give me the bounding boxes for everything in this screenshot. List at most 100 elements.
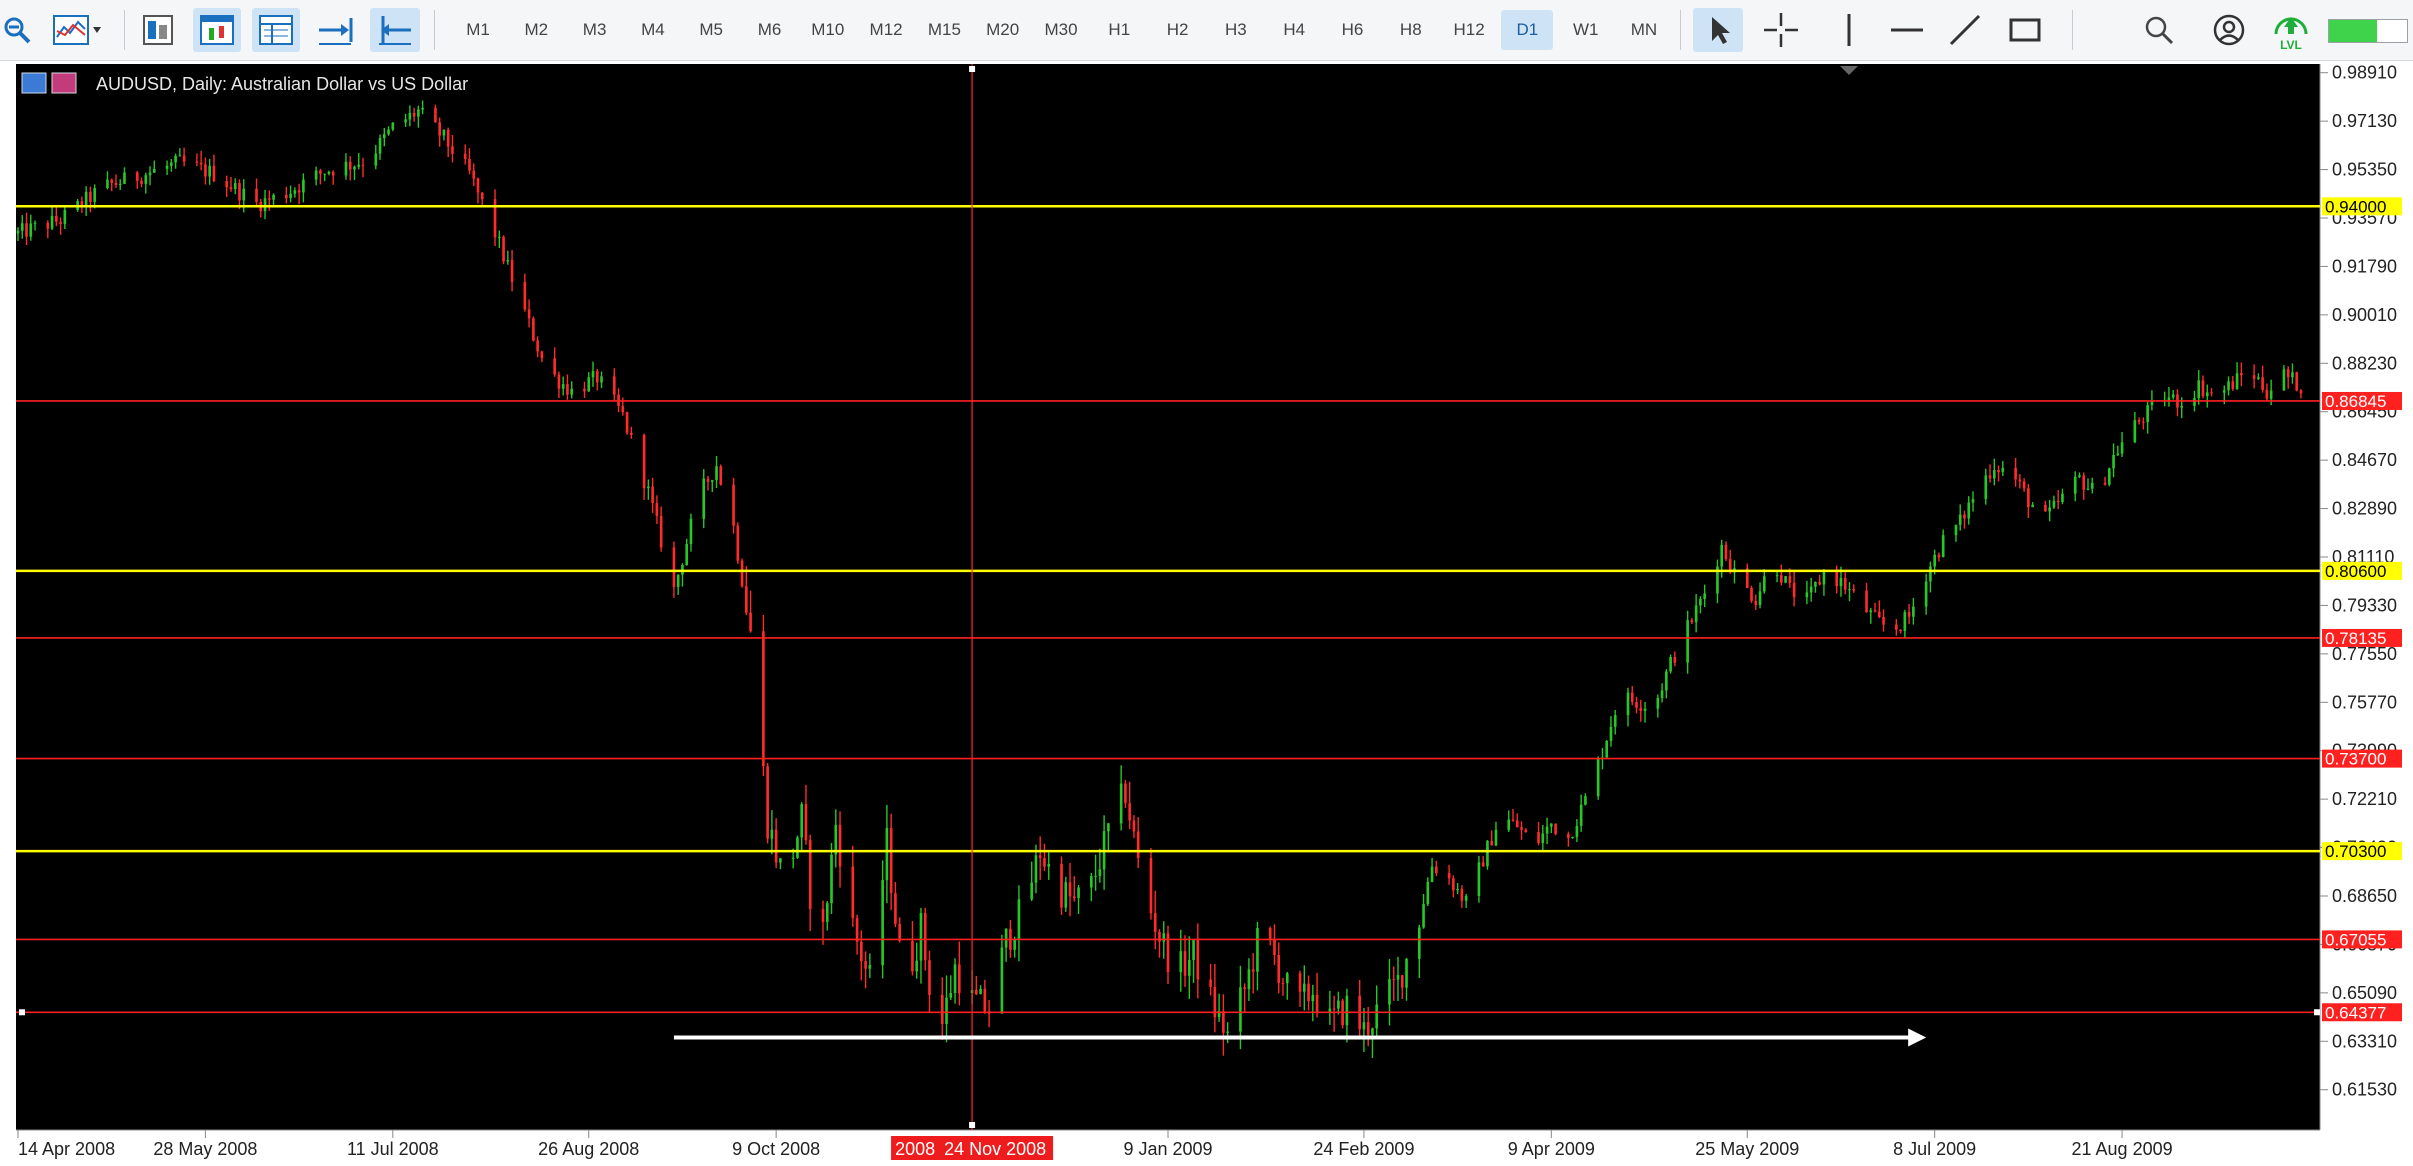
crosshair-handle[interactable] xyxy=(969,66,976,72)
candle-body xyxy=(2112,454,2115,469)
timeframe-m5[interactable]: M5 xyxy=(699,20,723,39)
candle-body xyxy=(1567,834,1570,839)
timeframe-m3[interactable]: M3 xyxy=(582,20,607,39)
line-handle[interactable] xyxy=(19,1009,25,1016)
candle-body xyxy=(1124,783,1127,804)
candle-body xyxy=(630,432,633,435)
timeframe-h4[interactable]: H4 xyxy=(1283,20,1306,39)
timeframe-h2[interactable]: H2 xyxy=(1166,20,1189,39)
timeframe-m12[interactable]: M12 xyxy=(869,20,903,39)
candle-body xyxy=(1596,758,1600,797)
candle-body xyxy=(1869,610,1873,613)
candle-body xyxy=(1447,873,1451,879)
candle-body xyxy=(1703,593,1706,599)
timeframe-h12[interactable]: H12 xyxy=(1453,20,1485,39)
candle-body xyxy=(706,478,710,482)
trendline-icon[interactable] xyxy=(1942,8,1988,52)
candle-body xyxy=(123,172,126,184)
candle-body xyxy=(1992,469,1996,479)
candle-body xyxy=(20,223,24,231)
candle-body xyxy=(953,964,957,994)
level-price-tag xyxy=(2322,749,2402,768)
vertical-line-icon[interactable] xyxy=(1826,8,1872,52)
candle-body xyxy=(480,192,484,200)
account-icon[interactable] xyxy=(2206,8,2252,52)
candle-body xyxy=(16,230,20,234)
search-icon[interactable] xyxy=(2136,8,2182,52)
level-price-tag xyxy=(2322,391,2402,410)
timeframe-d1[interactable]: D1 xyxy=(1501,10,1554,50)
timeframe-m1[interactable]: M1 xyxy=(466,20,490,39)
candle-body xyxy=(1609,726,1613,741)
indicators-menu-icon[interactable] xyxy=(52,8,102,52)
candle-body xyxy=(2197,380,2201,399)
candle-body xyxy=(2231,381,2235,389)
candle-body xyxy=(63,209,67,224)
candle-body xyxy=(923,913,927,961)
timeframe-w1[interactable]: W1 xyxy=(1572,20,1599,39)
timeframe-m15[interactable]: M15 xyxy=(927,20,961,39)
candle-body xyxy=(1954,524,1958,536)
candle-body xyxy=(928,960,931,995)
candle-body xyxy=(1490,840,1494,846)
rectangle-icon[interactable] xyxy=(2000,8,2050,52)
candle-body xyxy=(1456,888,1459,891)
chart-window[interactable]: 0.98910 0.97130 0.95350 0.93570 0.91790 0.900… xyxy=(0,61,2413,1166)
candle-body xyxy=(1686,620,1689,663)
data-window-icon[interactable] xyxy=(252,8,300,52)
candle-body xyxy=(2235,373,2239,389)
timeframe-m4[interactable]: M4 xyxy=(641,20,665,39)
y-tick-label: 0.97130 xyxy=(2332,111,2397,131)
timeframe-mn[interactable]: MN xyxy=(1630,20,1658,39)
timeframe-m2[interactable]: M2 xyxy=(524,20,549,39)
candle-body xyxy=(1302,983,1306,992)
candle-body xyxy=(2201,380,2205,397)
timeframe-m20[interactable]: M20 xyxy=(986,20,1020,39)
candle-body xyxy=(2180,405,2184,408)
timeframe-h8[interactable]: H8 xyxy=(1399,20,1422,39)
candle-body xyxy=(591,371,595,378)
candle-body xyxy=(855,918,859,942)
crosshair-icon[interactable] xyxy=(1758,8,1804,52)
candle-body xyxy=(285,194,288,199)
zoom-out-icon[interactable] xyxy=(0,8,34,52)
templates-icon[interactable] xyxy=(136,8,180,52)
chart-shift-icon[interactable] xyxy=(193,8,241,52)
candle-body xyxy=(1575,825,1579,837)
candle-body xyxy=(446,129,450,147)
candle-body xyxy=(1809,586,1813,593)
y-tick-label: 0.91790 xyxy=(2332,256,2397,276)
timeframe-h6[interactable]: H6 xyxy=(1341,20,1364,39)
candle-body xyxy=(2222,390,2226,393)
chart-window-icon[interactable] xyxy=(21,72,47,94)
lvl-signal-icon[interactable]: LVL xyxy=(2266,8,2316,52)
candle-body xyxy=(204,164,207,177)
horizontal-line-icon[interactable] xyxy=(1884,8,1930,52)
candle-body xyxy=(676,574,680,587)
candle-body xyxy=(1337,1000,1340,1009)
timeframe-m10[interactable]: M10 xyxy=(811,20,845,39)
candle-body xyxy=(84,191,88,207)
candle-body xyxy=(1805,592,1809,598)
chart-end-icon[interactable] xyxy=(370,8,420,52)
timeframe-h3[interactable]: H3 xyxy=(1225,20,1247,39)
cursor-icon[interactable] xyxy=(1693,8,1743,52)
auto-scroll-icon[interactable] xyxy=(312,8,358,52)
candle-body xyxy=(940,994,944,1025)
candle-body xyxy=(1328,1008,1332,1012)
candle-body xyxy=(170,162,173,166)
symbol-flag-icon[interactable] xyxy=(51,72,77,94)
candle-body xyxy=(46,222,50,229)
timeframe-m30[interactable]: M30 xyxy=(1044,20,1078,39)
candle-body xyxy=(451,146,454,154)
crosshair-handle[interactable] xyxy=(969,1122,976,1128)
y-tick-label: 0.63310 xyxy=(2332,1031,2397,1051)
candle-body xyxy=(225,181,229,188)
candle-body xyxy=(1669,656,1672,672)
line-handle[interactable] xyxy=(2314,1009,2320,1016)
timeframe-m6[interactable]: M6 xyxy=(757,20,782,39)
candle-body xyxy=(1541,833,1545,844)
timeframe-h1[interactable]: H1 xyxy=(1108,20,1131,39)
price-chart[interactable]: 0.989100.971300.953500.935700.917900.900… xyxy=(0,61,2413,1166)
candle-body xyxy=(1716,566,1719,594)
